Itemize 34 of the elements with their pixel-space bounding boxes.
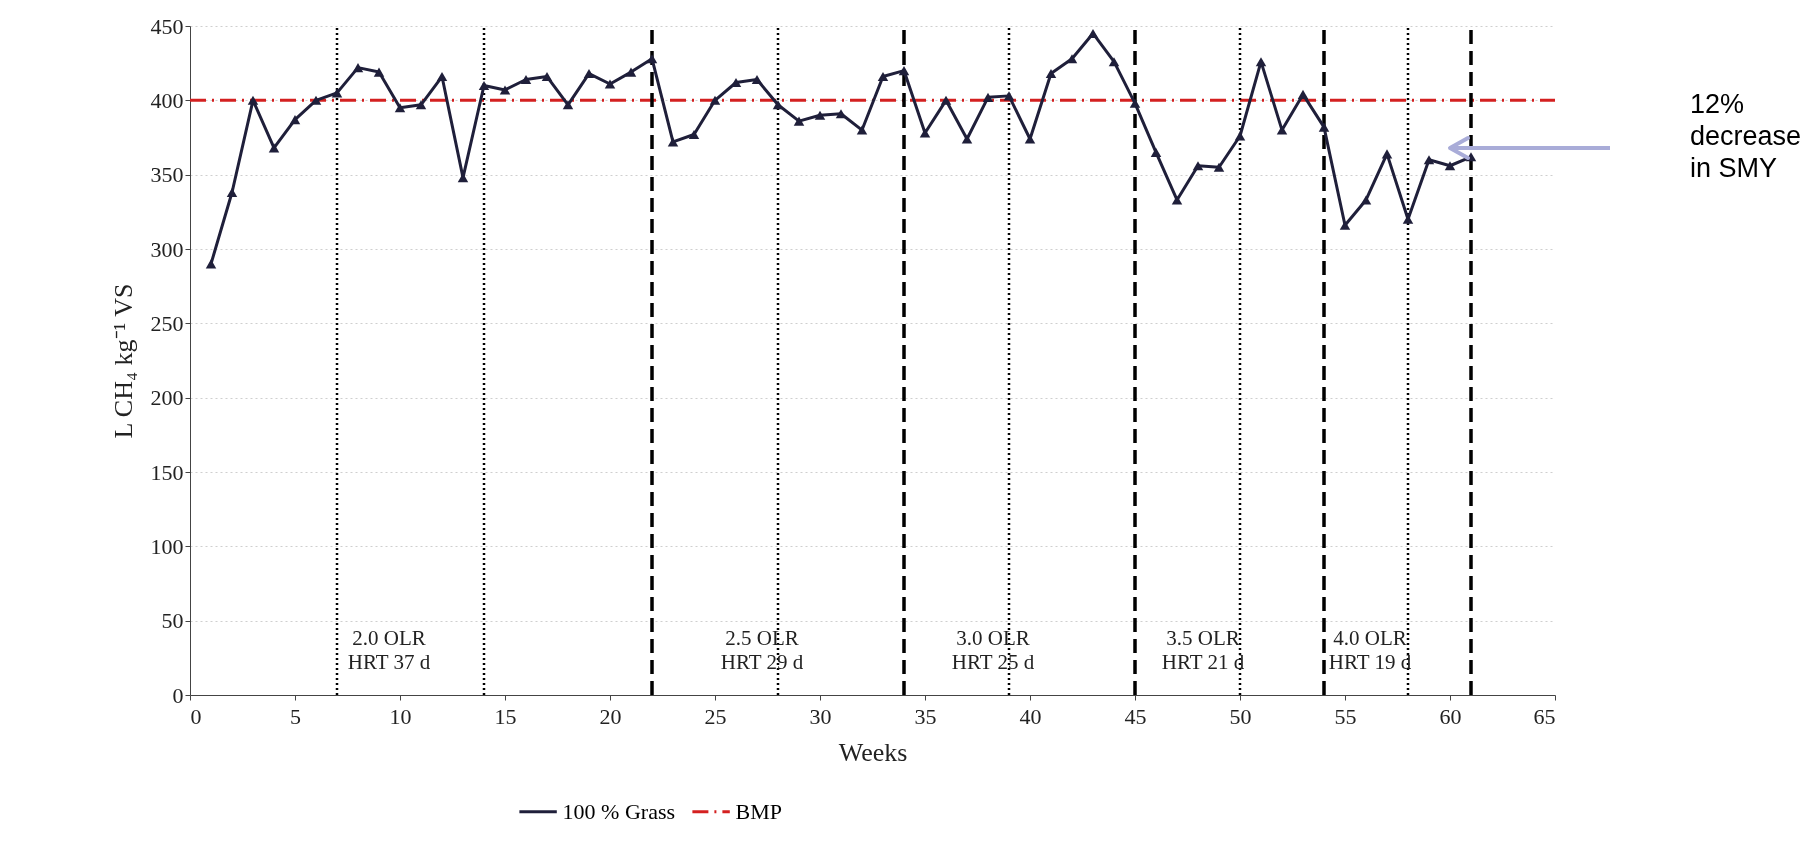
annotation: 3.0 OLR HRT 25 d [951, 626, 1035, 674]
legend-label: 100 % Grass [562, 798, 676, 824]
legend-label: BMP [735, 798, 783, 824]
text: 12% decrease in SMY [1690, 89, 1802, 183]
y-tick-label: 350 [150, 162, 184, 188]
y-axis-title: L CH₄ kg⁻¹ VS [108, 283, 138, 439]
y-tick-label: 0 [172, 682, 184, 708]
x-tick-label: 50 [1229, 703, 1252, 729]
y-tick-label: 200 [150, 385, 184, 411]
x-tick-label: 40 [1019, 703, 1042, 729]
x-tick-label: 35 [914, 703, 937, 729]
y-tick-label: 250 [150, 310, 184, 336]
x-tick-label: 25 [704, 703, 727, 729]
annotation: 2.0 OLR HRT 37 d [347, 626, 431, 674]
x-tick-label: 60 [1439, 703, 1462, 729]
x-tick-label: 30 [809, 703, 832, 729]
x-tick-label: 65 [1533, 703, 1556, 729]
x-tick-label: 5 [290, 703, 301, 729]
annotation: 4.0 OLR HRT 19 d [1328, 626, 1412, 674]
annotation: 2.5 OLR HRT 29 d [720, 626, 804, 674]
x-axis-title: Weeks [838, 737, 908, 767]
y-tick-label: 400 [150, 87, 184, 113]
x-tick-label: 55 [1334, 703, 1357, 729]
y-tick-label: 100 [150, 533, 184, 559]
x-tick-label: 10 [389, 703, 412, 729]
y-tick-label: 300 [150, 236, 184, 262]
x-tick-label: 15 [494, 703, 517, 729]
y-tick-label: 50 [161, 608, 184, 634]
x-tick-label: 0 [190, 703, 202, 729]
annotation: 3.5 OLR HRT 21 d [1161, 626, 1245, 674]
x-tick-label: 20 [599, 703, 622, 729]
y-tick-label: 450 [150, 13, 184, 39]
x-tick-label: 45 [1124, 703, 1147, 729]
y-tick-label: 150 [150, 459, 184, 485]
